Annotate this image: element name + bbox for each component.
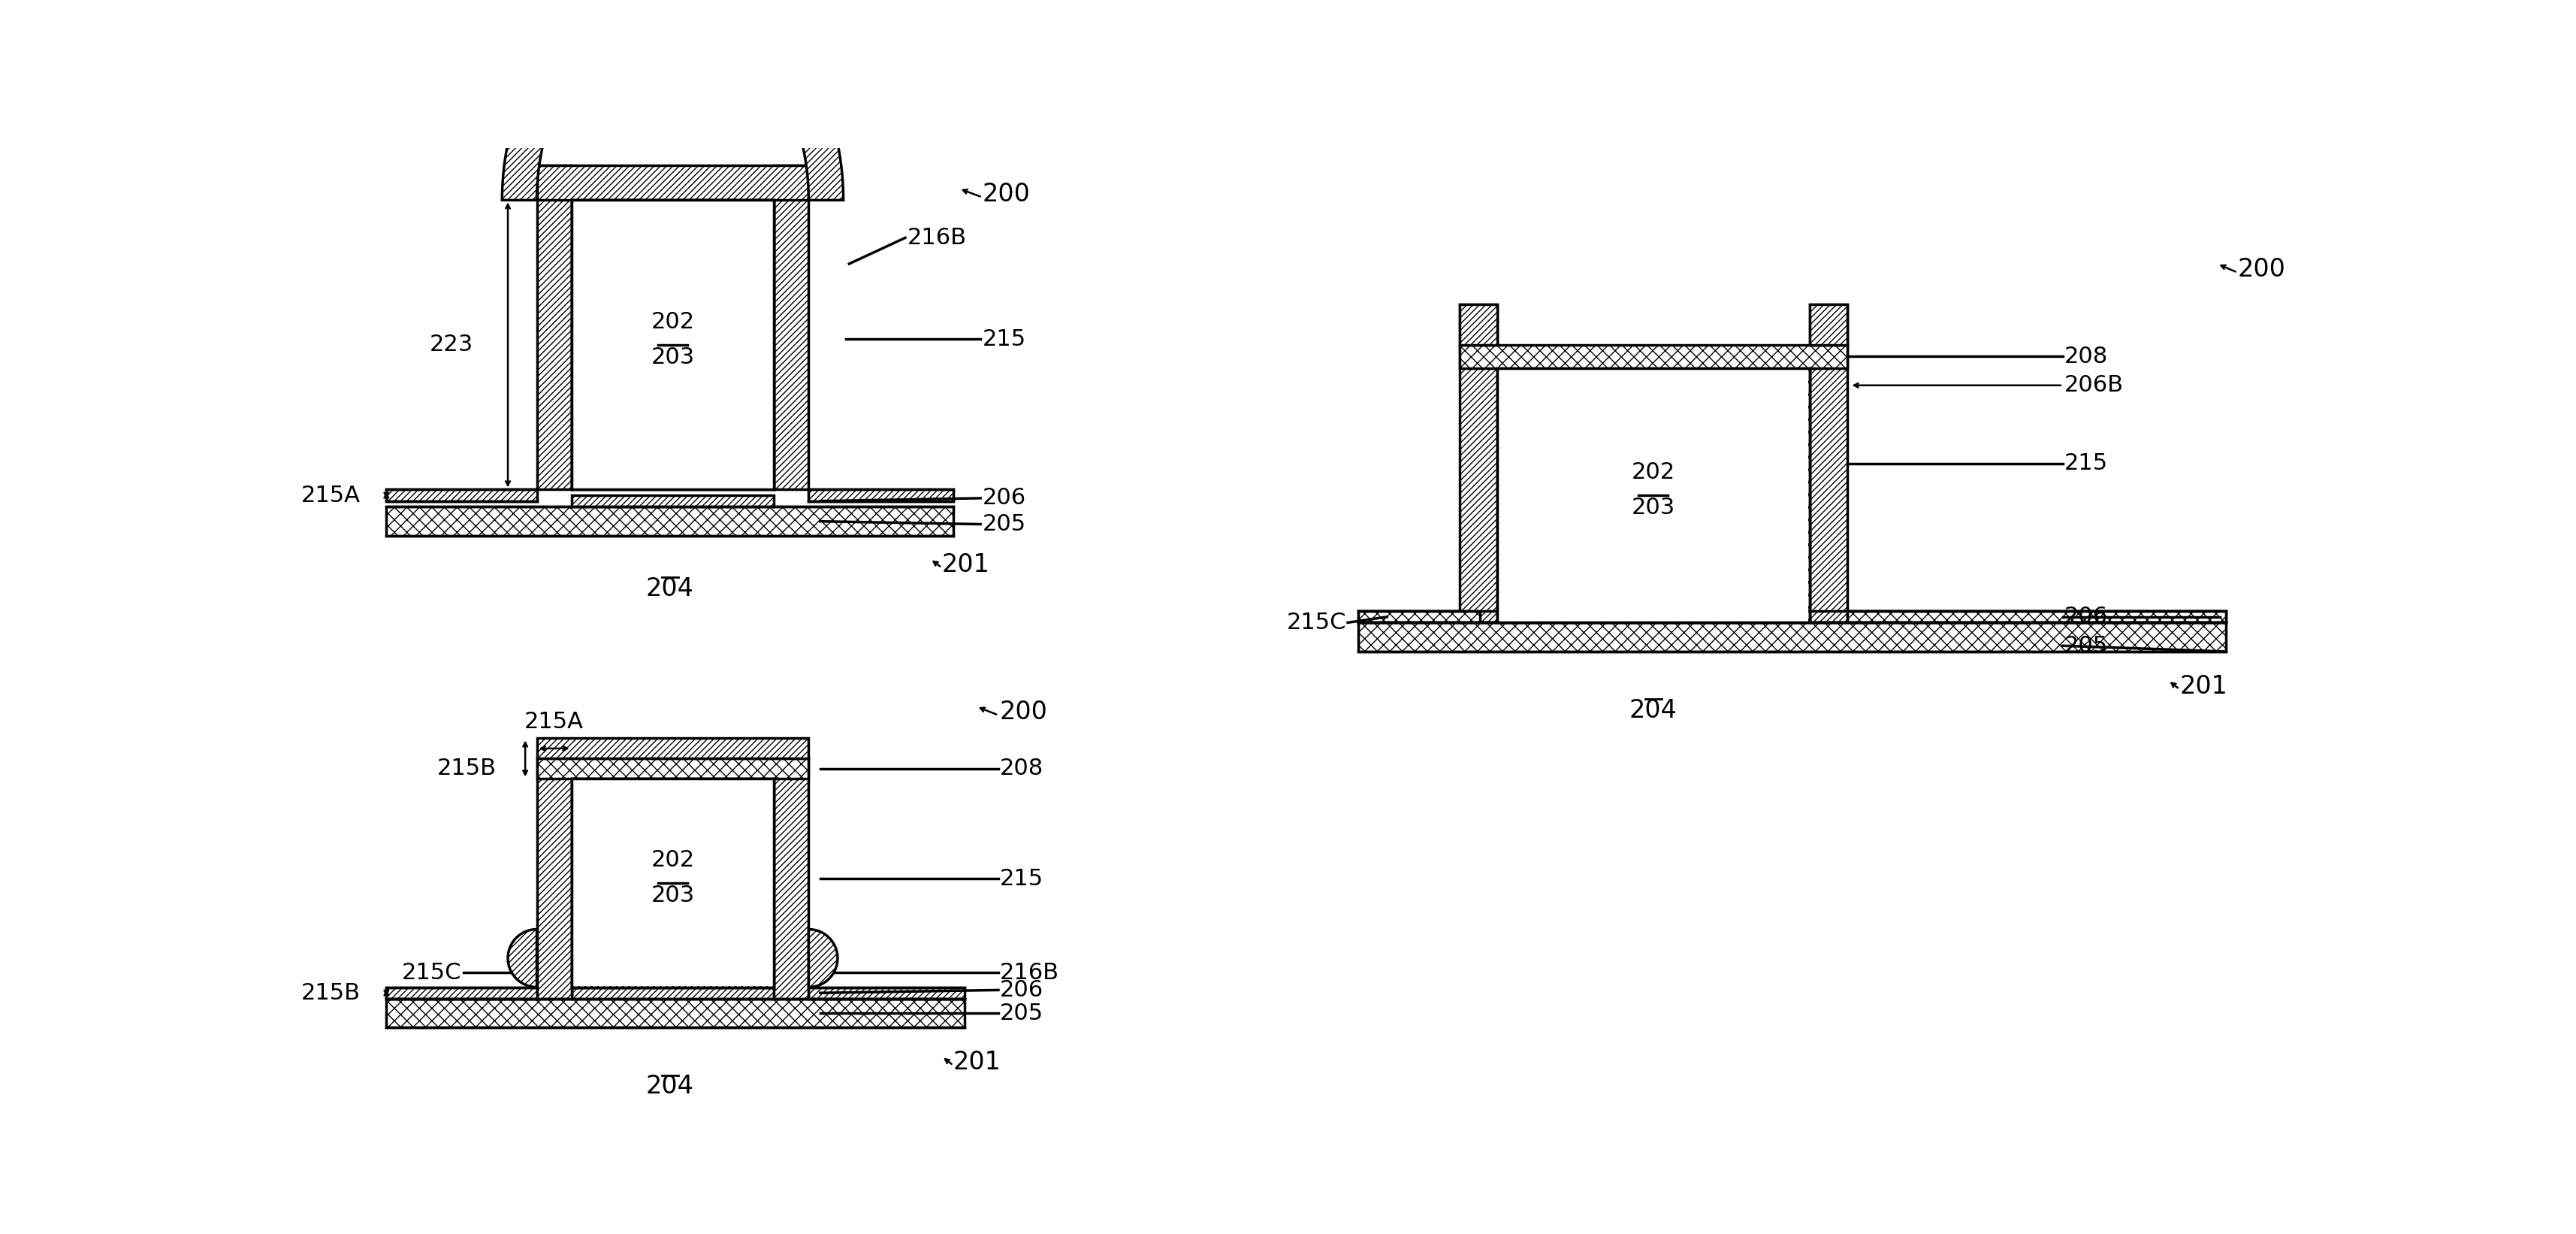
Bar [572,201,773,489]
Bar [572,200,773,490]
Text: 202: 202 [652,849,696,871]
Bar [1358,611,2226,623]
Bar [773,759,809,998]
Text: 200: 200 [981,181,1030,207]
Text: 215C: 215C [402,961,461,983]
Polygon shape [507,929,536,987]
Bar [536,165,809,200]
Bar [809,987,963,998]
Bar [572,495,773,507]
Bar [572,987,773,998]
Text: 204: 204 [647,1074,693,1098]
Bar [536,759,572,998]
Polygon shape [809,929,837,987]
Text: 205: 205 [2063,634,2107,656]
Text: 215A: 215A [526,711,585,733]
Text: 203: 203 [652,885,696,906]
Bar [572,200,773,490]
Bar [386,987,536,998]
Text: 201: 201 [940,553,989,578]
Bar [536,759,809,779]
Bar [1458,305,1497,344]
Bar [572,202,773,487]
Text: 215A: 215A [301,485,361,506]
Text: 204: 204 [647,576,693,601]
Text: 202: 202 [652,311,696,333]
Bar [1808,305,1847,344]
Text: 208: 208 [999,758,1043,780]
Text: 206B: 206B [2063,374,2123,396]
Text: 206: 206 [999,979,1043,1001]
Text: 223: 223 [430,334,474,355]
Text: 215C: 215C [1285,612,1347,633]
Bar [1497,369,1808,622]
Bar [1358,623,2226,652]
Bar [1847,611,2226,623]
Bar [572,780,773,986]
Text: 201: 201 [2179,674,2226,698]
Text: 215B: 215B [438,758,497,780]
Bar [809,490,953,501]
Bar [1458,305,1497,623]
Text: 200: 200 [2236,257,2285,283]
Text: 200: 200 [999,700,1048,724]
Text: 206: 206 [2063,606,2107,628]
Text: 202: 202 [1631,462,1674,482]
Text: 205: 205 [999,1002,1043,1024]
Text: 215: 215 [2063,453,2107,474]
Bar [1497,368,1808,623]
Bar [1458,344,1847,368]
Polygon shape [502,0,842,200]
Bar [536,738,809,759]
Text: 215B: 215B [301,982,361,1003]
Text: 215: 215 [981,328,1025,350]
Text: 216B: 216B [907,227,966,249]
Text: 216B: 216B [999,961,1059,983]
Text: 201: 201 [953,1050,1002,1075]
Bar [386,490,536,501]
Bar [572,779,773,987]
Text: 205: 205 [981,513,1025,536]
Bar [386,507,953,536]
Bar [1358,611,1479,623]
Bar [536,165,572,490]
Text: 206: 206 [981,487,1025,510]
Bar [386,998,963,1028]
Text: 215: 215 [999,868,1043,890]
Text: 208: 208 [2063,346,2107,368]
Text: 203: 203 [1631,496,1674,518]
Text: 204: 204 [1628,697,1677,723]
Bar [1808,305,1847,623]
Text: 203: 203 [652,347,696,368]
Bar [773,165,809,490]
